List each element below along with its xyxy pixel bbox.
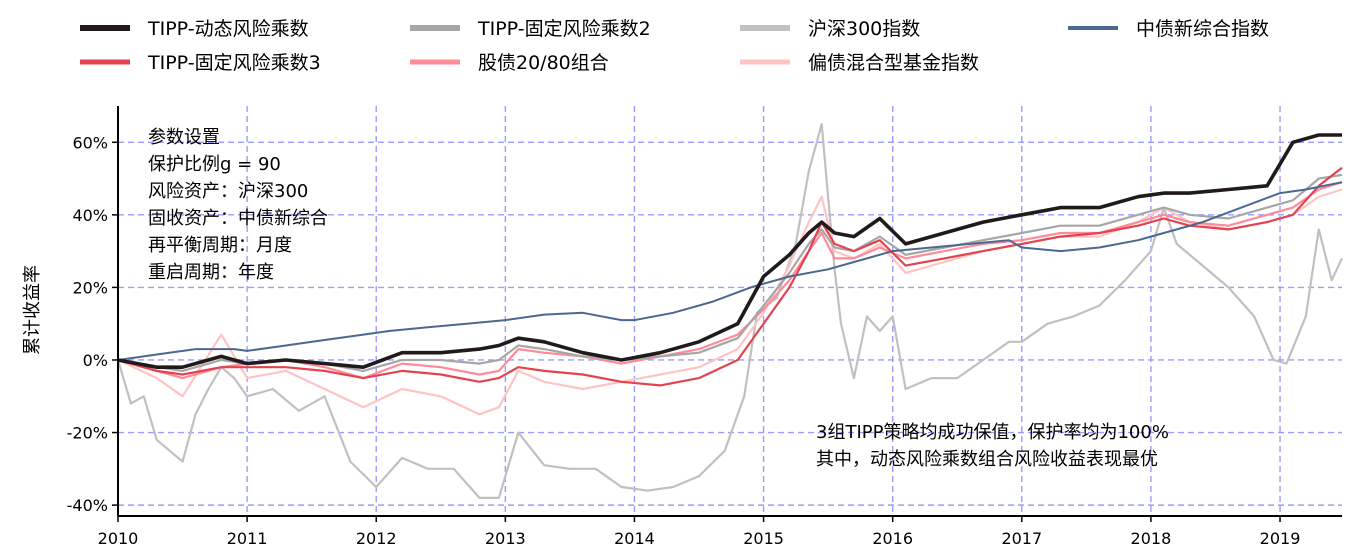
axes: -40% -20% 0% 20% 40% 60% 2010 2011 2012 2013 2014 2… <box>67 106 1342 548</box>
gridlines <box>118 106 1342 516</box>
x-tick-label: 2015 <box>743 529 784 548</box>
y-tick-label: 40% <box>72 206 108 225</box>
param-annotation-line: 重启周期：年度 <box>148 262 274 283</box>
legend: TIPP-动态风险乘数 TIPP-固定风险乘数2 沪深300指数 中债新综合指数 TIP… <box>80 18 1269 74</box>
x-tick-label: 2010 <box>98 529 139 548</box>
series-line-0 <box>116 123 1343 499</box>
y-axis-label: 累计收益率 <box>22 265 43 355</box>
legend-label-3: 中债新综合指数 <box>1136 18 1269 40</box>
param-annotation-line: 再平衡周期：月度 <box>148 235 292 256</box>
x-tick-label: 2012 <box>356 529 397 548</box>
legend-label-1: TIPP-固定风险乘数2 <box>477 18 651 40</box>
conclusion-annotation-line: 其中，动态风险乘数组合风险收益表现最优 <box>816 449 1158 470</box>
x-tick-label: 2011 <box>227 529 268 548</box>
legend-label-0: TIPP-动态风险乘数 <box>147 18 309 40</box>
param-annotation-line: 固收资产：中债新综合 <box>148 208 328 229</box>
param-annotation-line: 参数设置 <box>148 127 220 148</box>
series-lines <box>116 123 1343 499</box>
y-tick-label: 60% <box>72 133 108 152</box>
series-line-4 <box>117 166 1343 387</box>
x-tick-label: 2014 <box>614 529 655 548</box>
legend-label-5: 股债20/80组合 <box>478 52 609 74</box>
series-line-5 <box>117 181 1343 361</box>
series-line-3 <box>117 173 1343 372</box>
series-line-2 <box>117 181 1343 380</box>
y-tick-label: -20% <box>67 424 108 443</box>
param-annotation-line: 风险资产：沪深300 <box>148 181 308 202</box>
x-tick-label: 2017 <box>1001 529 1042 548</box>
x-tick-label: 2016 <box>872 529 913 548</box>
y-tick-label: 0% <box>83 351 108 370</box>
legend-label-4: TIPP-固定风险乘数3 <box>147 52 321 74</box>
legend-label-2: 沪深300指数 <box>808 18 920 40</box>
y-tick-label: 20% <box>72 278 108 297</box>
x-tick-label: 2018 <box>1131 529 1172 548</box>
conclusion-annotation-line: 3组TIPP策略均成功保值，保护率均为100% <box>816 422 1169 443</box>
series-line-6 <box>117 133 1342 369</box>
y-tick-label: -40% <box>67 496 108 515</box>
x-tick-label: 2019 <box>1260 529 1301 548</box>
x-tick-label: 2013 <box>485 529 526 548</box>
param-annotation-line: 保护比例g = 90 <box>148 154 281 175</box>
legend-label-6: 偏债混合型基金指数 <box>808 52 979 74</box>
